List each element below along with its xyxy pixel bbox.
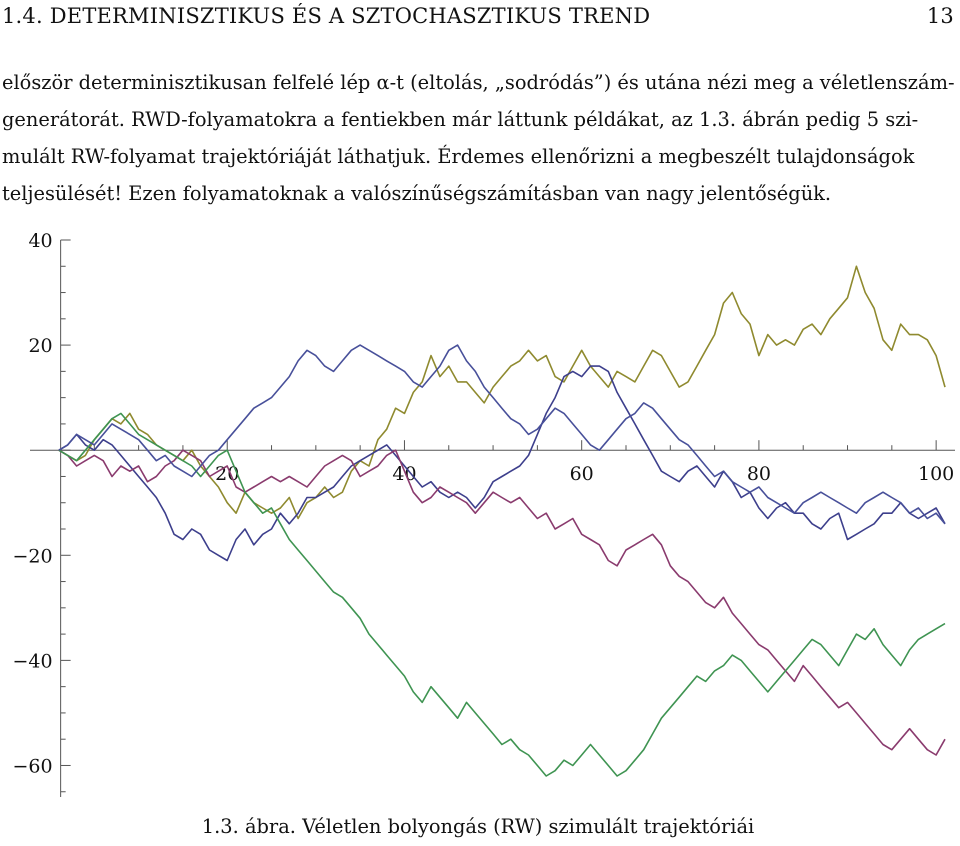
series-line-1: [58, 265, 946, 520]
x-tick-label: 80: [747, 463, 771, 485]
figure-caption-text: 1.3. ábra. Véletlen bolyongás (RW) szimu…: [201, 815, 755, 838]
paragraph-line: először determinisztikusan felfelé lép α…: [2, 71, 955, 94]
page-number: 13: [926, 4, 954, 28]
running-header: 1.4. DETERMINISZTIKUS ÉS A SZTOCHASZTIKU…: [2, 4, 954, 28]
section-title: 1.4. DETERMINISZTIKUS ÉS A SZTOCHASZTIKU…: [2, 4, 651, 28]
y-tick-label: 40: [28, 230, 52, 252]
paragraph-line: teljesülését! Ezen folyamatoknak a valós…: [2, 182, 832, 205]
x-tick-label: 40: [392, 463, 416, 485]
paragraph-line: mulált RW-folyamat trajektóriáját láthat…: [2, 145, 915, 168]
body-paragraph: először determinisztikusan felfelé lép α…: [2, 64, 955, 212]
series-line-3: [58, 449, 946, 756]
x-tick-label: 60: [570, 463, 594, 485]
series-line-4: [58, 412, 946, 777]
paragraph-line: generátorát. RWD-folyamatokra a fentiekb…: [2, 108, 919, 131]
figure-caption: 1.3. ábra. Véletlen bolyongás (RW) szimu…: [0, 815, 960, 838]
y-tick-label: −60: [13, 755, 53, 777]
series-line-5: [58, 344, 946, 525]
chart-series: [58, 265, 946, 777]
y-tick-label: 20: [28, 335, 52, 357]
series-line-2: [58, 365, 946, 562]
y-tick-label: −40: [13, 650, 53, 672]
x-tick-label: 100: [918, 463, 954, 485]
y-tick-label: −20: [13, 545, 53, 567]
